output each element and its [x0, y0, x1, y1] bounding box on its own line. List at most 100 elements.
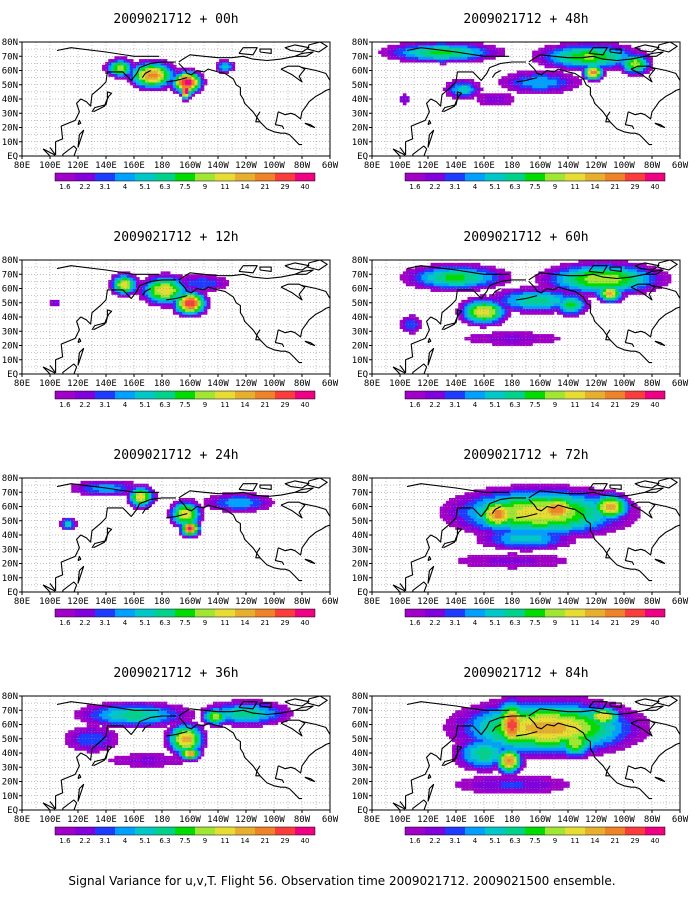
colorbar-swatch — [445, 391, 465, 399]
colorbar-swatch — [295, 827, 315, 835]
colorbar-swatch — [505, 609, 525, 617]
colorbar-swatch — [545, 173, 565, 181]
colorbar-level-label: 21 — [611, 401, 620, 409]
x-tick-label: 120W — [235, 161, 257, 171]
x-tick-label: 80W — [294, 379, 311, 389]
x-tick-label: 100W — [263, 815, 285, 825]
y-tick-label: 80N — [352, 692, 368, 702]
colorbar-swatch — [525, 609, 545, 617]
y-tick-label: 80N — [2, 474, 18, 484]
x-tick-label: 80E — [364, 379, 380, 389]
y-tick-label: 30N — [2, 763, 18, 773]
y-tick-label: 60N — [2, 67, 18, 77]
x-tick-label: 80E — [14, 597, 30, 607]
coastlines — [392, 260, 680, 374]
map-gridlines — [372, 42, 680, 156]
x-tick-label: 100E — [389, 161, 411, 171]
x-tick-label: 160E — [123, 379, 145, 389]
x-tick-label: 140E — [445, 597, 467, 607]
colorbar-swatch — [545, 609, 565, 617]
y-tick-label: 50N — [2, 81, 18, 91]
colorbar-level-label: 11 — [571, 401, 580, 409]
colorbar-level-label: 6.3 — [509, 183, 520, 191]
colorbar: 1.6 2.2 3.1 4 5.1 6.3 7.5 9 11 14 21 29 40 — [404, 608, 666, 627]
y-tick-label: 80N — [352, 38, 368, 48]
colorbar-level-label: 9 — [553, 401, 557, 409]
colorbar-level-label: 2.2 — [429, 401, 440, 409]
coastlines — [42, 696, 330, 810]
y-tick-label: 60N — [2, 503, 18, 513]
colorbar-swatch — [465, 609, 485, 617]
x-tick-label: 80E — [14, 815, 30, 825]
y-tick-label: 10N — [352, 574, 368, 584]
colorbar-swatch — [235, 609, 255, 617]
colorbar-level-label: 5.1 — [139, 401, 150, 409]
colorbar-swatch — [235, 827, 255, 835]
y-tick-label: 70N — [352, 52, 368, 62]
colorbar-level-label: 3.1 — [449, 837, 460, 845]
x-tick-label: 100E — [389, 379, 411, 389]
colorbar-swatch — [645, 391, 665, 399]
colorbar-level-label: 11 — [571, 837, 580, 845]
map-panel-1: 2009021712 + 00h 80E 100E 120E 140E 160E 180 16… — [2, 12, 339, 191]
colorbar-swatch — [485, 391, 505, 399]
colorbar-level-label: 21 — [261, 401, 270, 409]
colorbar-level-label: 40 — [301, 619, 310, 627]
colorbar-swatch — [625, 173, 645, 181]
panel-grid: 2009021712 + 00h 80E 100E 120E 140E 160E 180 16… — [2, 12, 689, 845]
colorbar-swatch — [505, 827, 525, 835]
colorbar-level-label: 14 — [241, 619, 250, 627]
colorbar-level-label: 5.1 — [139, 183, 150, 191]
x-tick-label: 120E — [67, 597, 89, 607]
colorbar-level-label: 29 — [281, 837, 290, 845]
variance-field — [442, 696, 650, 794]
y-tick-label: 60N — [2, 721, 18, 731]
colorbar-level-label: 11 — [221, 183, 230, 191]
x-tick-label: 160W — [529, 815, 551, 825]
x-tick-label: 140W — [557, 815, 579, 825]
colorbar-level-label: 1.6 — [59, 183, 71, 191]
colorbar-swatch — [605, 827, 625, 835]
y-tick-label: EQ — [7, 152, 18, 162]
x-tick-label: 80W — [644, 815, 661, 825]
coastlines — [392, 696, 680, 810]
colorbar-swatch — [275, 173, 295, 181]
colorbar-swatch — [75, 827, 95, 835]
colorbar-swatch — [115, 827, 135, 835]
x-tick-label: 160W — [179, 815, 201, 825]
x-tick-label: 140E — [445, 815, 467, 825]
colorbar-level-label: 1.6 — [59, 619, 71, 627]
panel-title: 2009021712 + 12h — [113, 230, 238, 245]
y-tick-label: 50N — [352, 299, 368, 309]
colorbar-level-label: 5.1 — [489, 183, 500, 191]
x-tick-label: 100W — [263, 597, 285, 607]
colorbar-level-label: 9 — [553, 619, 557, 627]
x-tick-label: 120E — [417, 379, 439, 389]
colorbar-swatch — [115, 609, 135, 617]
x-tick-label: 100E — [389, 815, 411, 825]
colorbar-level-label: 7.5 — [179, 837, 190, 845]
x-tick-label: 140W — [557, 379, 579, 389]
y-tick-label: 50N — [2, 735, 18, 745]
colorbar-level-label: 1.6 — [409, 619, 421, 627]
colorbar-level-label: 29 — [631, 183, 640, 191]
colorbar-swatch — [75, 609, 95, 617]
colorbar-level-label: 11 — [221, 619, 230, 627]
y-tick-label: 20N — [352, 124, 368, 134]
colorbar-level-label: 11 — [571, 619, 580, 627]
x-tick-label: 180 — [154, 379, 170, 389]
x-tick-label: 120W — [585, 161, 607, 171]
colorbar-swatch — [645, 609, 665, 617]
y-tick-label: 40N — [2, 313, 18, 323]
x-tick-label: 140E — [95, 379, 117, 389]
colorbar-swatch — [445, 827, 465, 835]
y-tick-label: 10N — [352, 138, 368, 148]
y-tick-label: 10N — [2, 792, 18, 802]
colorbar-level-label: 21 — [261, 183, 270, 191]
colorbar-swatch — [625, 827, 645, 835]
colorbar-swatch — [175, 827, 195, 835]
colorbar-swatch — [465, 173, 485, 181]
colorbar-level-label: 29 — [631, 619, 640, 627]
colorbar-swatch — [275, 609, 295, 617]
colorbar-swatch — [135, 609, 155, 617]
